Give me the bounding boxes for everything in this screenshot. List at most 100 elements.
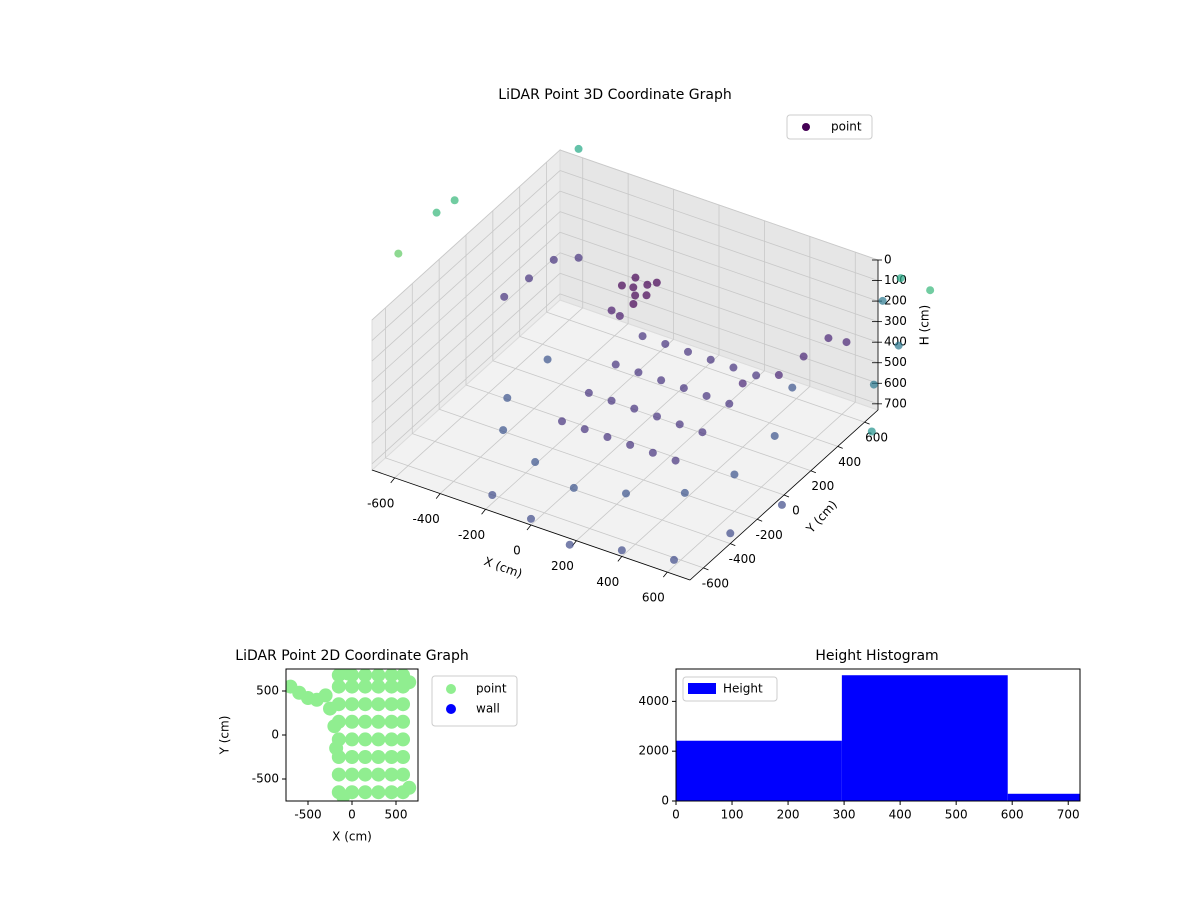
grid-line xyxy=(492,360,811,472)
point xyxy=(726,529,735,538)
point xyxy=(402,675,417,690)
point xyxy=(565,540,574,549)
point xyxy=(788,383,797,392)
grid-line xyxy=(559,190,879,302)
point xyxy=(611,360,620,369)
point xyxy=(531,458,540,467)
tick-mark xyxy=(390,477,396,484)
point xyxy=(671,456,680,465)
y-tick-label: 0 xyxy=(792,504,800,518)
tick-mark xyxy=(810,470,817,474)
point xyxy=(340,669,355,681)
point xyxy=(622,489,630,498)
chart-title: LiDAR Point 2D Coordinate Graph xyxy=(235,648,468,664)
tick-mark xyxy=(662,571,668,578)
y-tick-label: 500 xyxy=(256,684,279,698)
grid-line xyxy=(519,336,838,447)
tick-mark xyxy=(526,524,532,531)
y-tick-label: -200 xyxy=(756,528,783,542)
y-tick-label: -400 xyxy=(729,552,756,566)
x-tick-label: 0 xyxy=(513,544,521,558)
point xyxy=(670,555,678,564)
point xyxy=(525,274,533,283)
point xyxy=(345,750,359,764)
point xyxy=(607,306,616,315)
point xyxy=(698,428,707,437)
point xyxy=(450,196,459,205)
point xyxy=(549,255,558,264)
grid-line xyxy=(371,149,561,321)
point xyxy=(799,352,808,361)
point xyxy=(371,697,386,712)
chart-title: Height Histogram xyxy=(815,648,938,664)
y-tick-label: 0 xyxy=(271,728,279,742)
point xyxy=(642,291,651,300)
point xyxy=(774,371,783,380)
z-tick-label: 500 xyxy=(884,355,907,369)
point xyxy=(500,292,509,301)
point xyxy=(331,767,346,782)
tick-mark xyxy=(864,421,870,425)
point xyxy=(824,334,833,343)
point xyxy=(617,546,626,555)
point xyxy=(661,339,670,348)
bar xyxy=(676,740,842,801)
legend-label: point xyxy=(476,682,507,696)
axes-frame xyxy=(675,668,1081,802)
z-axis-label: H (cm) xyxy=(918,305,932,346)
z-tick-label: 0 xyxy=(884,253,892,267)
point xyxy=(358,697,373,712)
point xyxy=(615,311,624,320)
point xyxy=(358,714,373,729)
point xyxy=(345,697,359,712)
point xyxy=(706,355,715,364)
point xyxy=(842,338,851,347)
point xyxy=(358,767,373,782)
x-tick-label: 600 xyxy=(1001,808,1024,822)
x-tick-label: 0 xyxy=(672,808,680,822)
x-tick-label: 500 xyxy=(385,808,408,822)
point xyxy=(725,399,734,408)
point xyxy=(867,427,876,436)
grid-line xyxy=(371,293,561,465)
point xyxy=(396,732,411,747)
point xyxy=(371,669,386,683)
x-tick-label: 200 xyxy=(777,808,800,822)
point xyxy=(653,412,661,421)
point xyxy=(384,732,399,747)
point xyxy=(569,483,578,492)
point xyxy=(384,767,399,782)
point xyxy=(738,379,747,388)
x-tick-label: 400 xyxy=(889,808,912,822)
y-tick-label: -600 xyxy=(702,576,729,590)
point xyxy=(630,404,639,413)
y-tick-label: 400 xyxy=(838,455,861,469)
grid-line xyxy=(371,170,561,341)
point xyxy=(488,490,497,499)
z-tick-label: 700 xyxy=(884,396,907,410)
point xyxy=(631,291,640,300)
legend-marker xyxy=(802,123,810,131)
point xyxy=(626,440,635,449)
point xyxy=(543,355,552,364)
plot-area xyxy=(286,669,417,801)
grid-line xyxy=(559,149,879,261)
point xyxy=(331,679,346,694)
point xyxy=(358,732,373,747)
x-tick-label: 400 xyxy=(596,575,619,589)
y-axis-label: Y (cm) xyxy=(218,716,232,756)
point xyxy=(894,341,903,350)
y-tick-label: 2000 xyxy=(638,744,669,758)
point xyxy=(358,750,373,764)
point xyxy=(345,714,359,729)
point xyxy=(327,719,342,734)
x-tick-label: 600 xyxy=(642,591,665,605)
point xyxy=(580,425,589,434)
tick-mark xyxy=(756,518,763,522)
point xyxy=(574,144,583,153)
point xyxy=(527,514,535,523)
grid-line xyxy=(559,231,879,343)
point xyxy=(574,253,583,262)
x-tick-label: -200 xyxy=(458,528,485,542)
point xyxy=(358,669,373,683)
